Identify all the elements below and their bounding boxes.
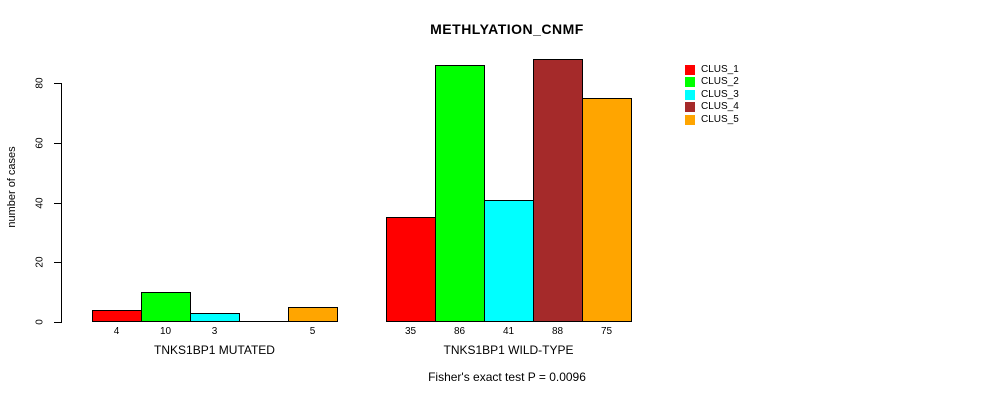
bar-clus_5 — [288, 307, 338, 322]
y-axis-line — [61, 83, 62, 323]
bar-value-label: 86 — [453, 326, 466, 337]
y-tick-label: 40 — [34, 196, 46, 209]
y-axis-tick — [54, 262, 61, 264]
legend-label: CLUS_5 — [701, 113, 739, 125]
bar-clus_2 — [435, 65, 485, 322]
legend-row-clus_5: CLUS_5 — [685, 113, 739, 125]
bar-clus_1 — [92, 310, 142, 322]
legend-label: CLUS_1 — [701, 64, 739, 75]
fisher-test-annotation: Fisher's exact test P = 0.0096 — [428, 370, 586, 384]
bar-value-label: 5 — [309, 326, 316, 337]
legend-row-clus_3: CLUS_3 — [685, 88, 739, 100]
legend-row-clus_4: CLUS_4 — [685, 101, 739, 113]
bar-value-label: 4 — [113, 326, 120, 337]
legend-swatch-clus_3 — [685, 89, 695, 100]
group-label-1: TNKS1BP1 WILD-TYPE — [443, 343, 574, 357]
bar-clus_2 — [141, 292, 191, 322]
y-axis-tick — [54, 142, 61, 144]
bar-value-label: 10 — [159, 326, 172, 337]
legend-swatch-clus_1 — [685, 65, 695, 75]
legend-label: CLUS_4 — [701, 101, 739, 113]
bar-clus_3 — [484, 200, 534, 322]
bar-clus_5 — [582, 98, 632, 322]
legend-swatch-clus_2 — [685, 77, 695, 88]
legend-label: CLUS_2 — [701, 76, 739, 88]
legend-row-clus_2: CLUS_2 — [685, 76, 739, 88]
y-tick-label: 80 — [34, 77, 46, 89]
bar-value-label: 35 — [404, 326, 417, 337]
group-label-0: TNKS1BP1 MUTATED — [154, 343, 275, 357]
legend-swatch-clus_5 — [685, 114, 695, 125]
y-axis-tick — [54, 202, 61, 204]
legend-label: CLUS_3 — [701, 88, 739, 100]
chart-title: METHLYATION_CNMF — [430, 21, 584, 37]
bar-clus_3 — [190, 313, 240, 322]
bar-clus_4 — [533, 59, 583, 322]
bar-clus_4-zero — [239, 321, 289, 322]
y-tick-label: 60 — [34, 137, 46, 149]
legend-row-clus_1: CLUS_1 — [685, 65, 739, 75]
legend: CLUS_1 CLUS_2 CLUS_3 CLUS_4 CLUS_5 — [685, 65, 739, 127]
bar-value-label: 3 — [211, 326, 218, 337]
y-tick-label: 20 — [34, 256, 46, 268]
y-tick-label: 0 — [34, 319, 46, 325]
y-axis-tick — [54, 322, 61, 323]
bar-value-label: 75 — [600, 326, 613, 337]
bar-clus_1 — [386, 217, 436, 322]
bar-value-label: 41 — [502, 326, 515, 337]
bar-value-label: 88 — [551, 326, 564, 337]
y-axis-tick — [54, 83, 61, 84]
legend-swatch-clus_4 — [685, 102, 695, 113]
